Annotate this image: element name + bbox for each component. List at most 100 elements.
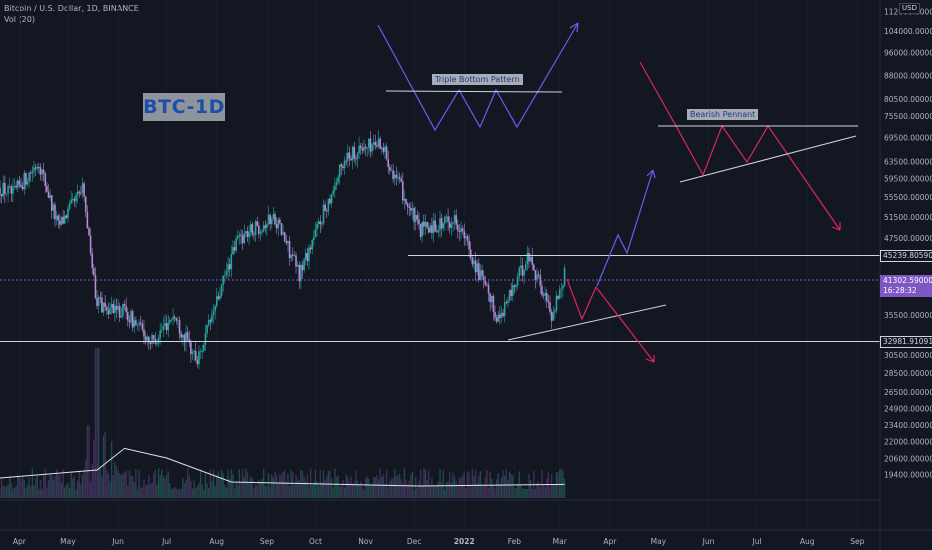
rising-trendline[interactable] <box>507 304 667 341</box>
bearish-pennant-drawing[interactable] <box>639 61 841 231</box>
volume-bar <box>21 475 24 498</box>
volume-bar <box>487 487 490 498</box>
volume-bar <box>415 477 417 498</box>
currency-button[interactable]: USD <box>899 3 920 14</box>
volume-bar <box>99 468 101 498</box>
candle-body <box>503 302 506 316</box>
candle-body <box>18 180 21 185</box>
volume-bar <box>152 472 155 498</box>
candle-body <box>225 271 228 276</box>
volume-bar <box>161 469 163 498</box>
time-tick-label: Aug <box>800 537 815 546</box>
volume-bar <box>531 489 533 498</box>
candle-body <box>12 187 14 194</box>
volume-bar <box>308 485 310 498</box>
volume-bar <box>151 482 153 498</box>
candle-body <box>55 215 58 220</box>
candle-body <box>500 312 503 318</box>
candle-body <box>450 223 453 228</box>
candle-body <box>416 215 419 220</box>
candle-body <box>330 194 333 204</box>
volume-bar <box>296 479 299 498</box>
candle-body <box>484 279 487 285</box>
volume-bar <box>358 484 360 498</box>
candle-body <box>47 191 50 198</box>
candle-body <box>175 318 178 321</box>
candle-body <box>264 225 267 229</box>
volume-bar <box>392 478 394 498</box>
candle-body <box>350 158 352 161</box>
volume-ma-line <box>0 447 565 487</box>
volume-bar <box>303 476 305 498</box>
candle-body <box>400 178 402 182</box>
candle-body <box>342 166 344 169</box>
triple-bottom-label[interactable]: Triple Bottom Pattern <box>432 74 523 85</box>
candle-body <box>199 351 202 353</box>
candle-body <box>198 351 200 365</box>
volume-bar <box>229 478 231 498</box>
bullish-projection-path[interactable] <box>596 169 654 287</box>
time-axis[interactable]: Apr May Jun Jul Aug Sep Oct Nov Dec 2022 Feb Mar Apr… <box>13 537 865 546</box>
volume-bar <box>382 473 385 498</box>
volume-bar <box>222 473 224 498</box>
candle-body <box>524 264 527 271</box>
volume-bar <box>227 469 229 498</box>
candle-body <box>65 215 68 219</box>
candle-body <box>70 199 72 204</box>
volume-bar <box>272 477 275 498</box>
bearish-projection-path[interactable] <box>566 278 655 363</box>
candle-body <box>267 214 270 225</box>
candle-body <box>75 195 77 202</box>
btc-1d-label[interactable]: BTC-1D <box>143 93 225 121</box>
volume-bar <box>148 475 150 498</box>
volume-bar <box>473 476 475 498</box>
volume-bar <box>13 487 16 498</box>
candle-body <box>334 185 336 191</box>
price-axis[interactable]: 112000.00000104000.0000096000.0000088000… <box>884 8 932 480</box>
volume-bar <box>91 464 93 498</box>
candle-body <box>227 264 229 272</box>
candle-body <box>23 173 26 190</box>
volume-bar <box>57 475 59 498</box>
candle-body <box>59 220 61 225</box>
volume-bar <box>94 348 97 498</box>
candle-body <box>403 198 406 201</box>
candle-body <box>130 311 132 323</box>
triple-bottom-arrowhead <box>569 22 579 33</box>
triple-bottom-drawing[interactable] <box>377 22 579 132</box>
candle-body <box>465 236 467 239</box>
candle-body <box>359 145 362 149</box>
candle-body <box>243 233 246 244</box>
volume-bar <box>241 468 244 498</box>
candle-body <box>442 223 445 229</box>
volume-bar <box>460 477 462 498</box>
candle-body <box>224 275 226 277</box>
candle-body <box>38 166 40 168</box>
candle-body <box>122 304 124 317</box>
volume-bar <box>457 484 459 498</box>
candle-body <box>269 214 271 225</box>
bearish-pennant-label[interactable]: Bearish Pennant <box>687 109 759 120</box>
candle-body <box>306 253 309 262</box>
volume-bar <box>83 468 85 498</box>
volume-bar <box>513 488 516 498</box>
candle-body <box>220 284 223 296</box>
candle-body <box>183 334 186 343</box>
candle-body <box>495 317 498 322</box>
candle-body <box>351 146 354 161</box>
candle-body <box>499 314 501 318</box>
price-tick-label: 59500.00000 <box>884 175 932 184</box>
candle-body <box>490 295 493 303</box>
volume-bar <box>86 425 89 498</box>
volume-bar <box>450 482 453 498</box>
volume-bar <box>340 486 343 498</box>
candle-body <box>26 181 29 185</box>
candle-body <box>461 228 464 232</box>
symbol-legend[interactable]: Bitcoin / U.S. Dollar, 1D, BINANCE <box>4 4 139 13</box>
volume-bar <box>123 472 126 498</box>
candle-body <box>537 274 540 276</box>
volume-bar <box>510 474 512 498</box>
volume-bar <box>140 487 142 498</box>
volume-bar <box>479 471 482 498</box>
